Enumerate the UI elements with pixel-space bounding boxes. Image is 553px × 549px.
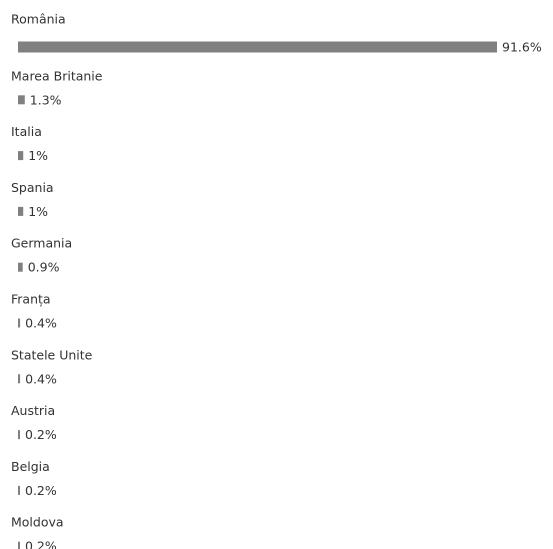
category-label: Germania (11, 236, 72, 251)
value-label: 0.4% (25, 316, 57, 331)
bar (18, 374, 21, 384)
category-label: Statele Unite (11, 347, 93, 362)
value-label: 0.4% (25, 371, 57, 386)
category-label: Spania (11, 180, 54, 195)
value-label: 0.9% (28, 260, 60, 275)
value-label: 1% (28, 204, 48, 219)
category-label: Moldova (11, 515, 64, 530)
value-label: 1% (28, 148, 48, 163)
bar (18, 41, 497, 53)
value-label: 0.2% (25, 539, 57, 549)
bar (18, 151, 24, 161)
bar (18, 262, 23, 272)
bar (18, 95, 25, 105)
category-label: România (11, 12, 66, 27)
value-label: 0.2% (25, 427, 57, 442)
bar (18, 485, 20, 495)
value-label: 91.6% (502, 40, 542, 55)
bar (18, 541, 20, 549)
category-label: Franța (11, 292, 51, 307)
category-label: Marea Britanie (11, 68, 103, 83)
value-label: 1.3% (30, 92, 62, 107)
bar (18, 430, 20, 440)
category-label: Belgia (11, 459, 50, 474)
bar (18, 318, 21, 328)
category-label: Italia (11, 124, 42, 139)
bar (18, 206, 24, 216)
category-label: Austria (11, 403, 55, 418)
value-label: 0.2% (25, 483, 57, 498)
